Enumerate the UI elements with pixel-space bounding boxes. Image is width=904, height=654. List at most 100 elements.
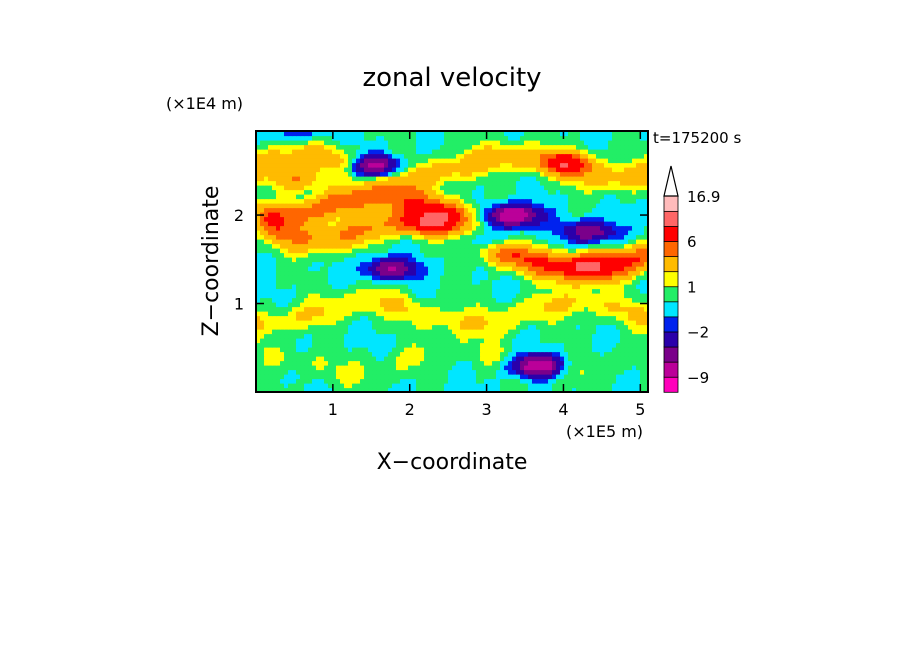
heatmap-cell [404, 207, 409, 213]
heatmap-cell [624, 342, 629, 348]
heatmap-cell [508, 315, 513, 321]
heatmap-cell [312, 252, 317, 258]
heatmap-cell [528, 261, 533, 267]
heatmap-cell [432, 347, 437, 353]
heatmap-cell [304, 266, 309, 272]
heatmap-cell [472, 221, 477, 227]
heatmap-cell [608, 378, 613, 384]
heatmap-cell [424, 383, 429, 389]
heatmap-cell [524, 342, 529, 348]
heatmap-cell [408, 230, 413, 236]
heatmap-cell [396, 189, 401, 195]
heatmap-cell [460, 311, 465, 317]
heatmap-cell [300, 243, 305, 249]
heatmap-cell [480, 356, 485, 362]
heatmap-cell [592, 297, 597, 303]
heatmap-cell [300, 329, 305, 335]
heatmap-cell [412, 320, 417, 326]
heatmap-cell [600, 189, 605, 195]
heatmap-cell [264, 261, 269, 267]
heatmap-cell [496, 266, 501, 272]
heatmap-cell [424, 185, 429, 191]
heatmap-cell [380, 311, 385, 317]
heatmap-cell [568, 185, 573, 191]
heatmap-cell [600, 383, 605, 389]
heatmap-cell [600, 198, 605, 204]
heatmap-cell [480, 230, 485, 236]
heatmap-cell [448, 347, 453, 353]
heatmap-cell [516, 189, 521, 195]
heatmap-cell [428, 356, 433, 362]
heatmap-cell [544, 369, 549, 375]
heatmap-cell [524, 284, 529, 290]
heatmap-cell [292, 302, 297, 308]
heatmap-cell [308, 387, 313, 392]
heatmap-cell [616, 248, 621, 254]
heatmap-cell [352, 162, 357, 168]
heatmap-cell [344, 234, 349, 240]
heatmap-cell [288, 324, 293, 330]
heatmap-cell [304, 297, 309, 303]
heatmap-cell [288, 162, 293, 168]
heatmap-cell [444, 302, 449, 308]
heatmap-cell [416, 243, 421, 249]
heatmap-cell [544, 288, 549, 294]
heatmap-cell [396, 266, 401, 272]
heatmap-cell [400, 297, 405, 303]
heatmap-cell [388, 383, 393, 389]
heatmap-cell [568, 360, 573, 366]
heatmap-cell [404, 248, 409, 254]
heatmap-cell [304, 180, 309, 186]
heatmap-cell [480, 374, 485, 380]
heatmap-cell [616, 360, 621, 366]
heatmap-cell [516, 239, 521, 245]
heatmap-cell [324, 185, 329, 191]
heatmap-cell [592, 369, 597, 375]
heatmap-cell [260, 194, 265, 200]
heatmap-cell [288, 198, 293, 204]
heatmap-cell [640, 374, 645, 380]
heatmap-cell [304, 216, 309, 222]
heatmap-cell [512, 351, 517, 357]
heatmap-cell [644, 383, 648, 389]
heatmap-cell [304, 329, 309, 335]
heatmap-cell [288, 306, 293, 312]
heatmap-cell [412, 194, 417, 200]
heatmap-cell [380, 207, 385, 213]
heatmap-cell [268, 333, 273, 339]
heatmap-cell [636, 342, 641, 348]
heatmap-cell [564, 203, 569, 209]
heatmap-cell [440, 207, 445, 213]
heatmap-cell [560, 180, 565, 186]
heatmap-cell [644, 351, 648, 357]
heatmap-cell [616, 297, 621, 303]
heatmap-cell [276, 320, 281, 326]
heatmap-cell [340, 230, 345, 236]
heatmap-cell [440, 243, 445, 249]
heatmap-cell [584, 171, 589, 177]
heatmap-cell [472, 239, 477, 245]
heatmap-cell [288, 176, 293, 182]
heatmap-cell [576, 324, 581, 330]
heatmap-cell [616, 387, 621, 392]
heatmap-cell [388, 360, 393, 366]
heatmap-cell [616, 329, 621, 335]
heatmap-cell [624, 383, 629, 389]
heatmap-cell [432, 387, 437, 392]
heatmap-cell [388, 275, 393, 281]
heatmap-cell [500, 243, 505, 249]
heatmap-cell [572, 198, 577, 204]
heatmap-cell [292, 266, 297, 272]
heatmap-cell [588, 180, 593, 186]
heatmap-cell [360, 266, 365, 272]
heatmap-cell [344, 365, 349, 371]
heatmap-cell [352, 221, 357, 227]
heatmap-cell [332, 221, 337, 227]
heatmap-cell [384, 306, 389, 312]
heatmap-cell [364, 230, 369, 236]
heatmap-cell [272, 288, 277, 294]
heatmap-cell [424, 162, 429, 168]
heatmap-cell [536, 324, 541, 330]
heatmap-cell [560, 315, 565, 321]
heatmap-cell [572, 342, 577, 348]
